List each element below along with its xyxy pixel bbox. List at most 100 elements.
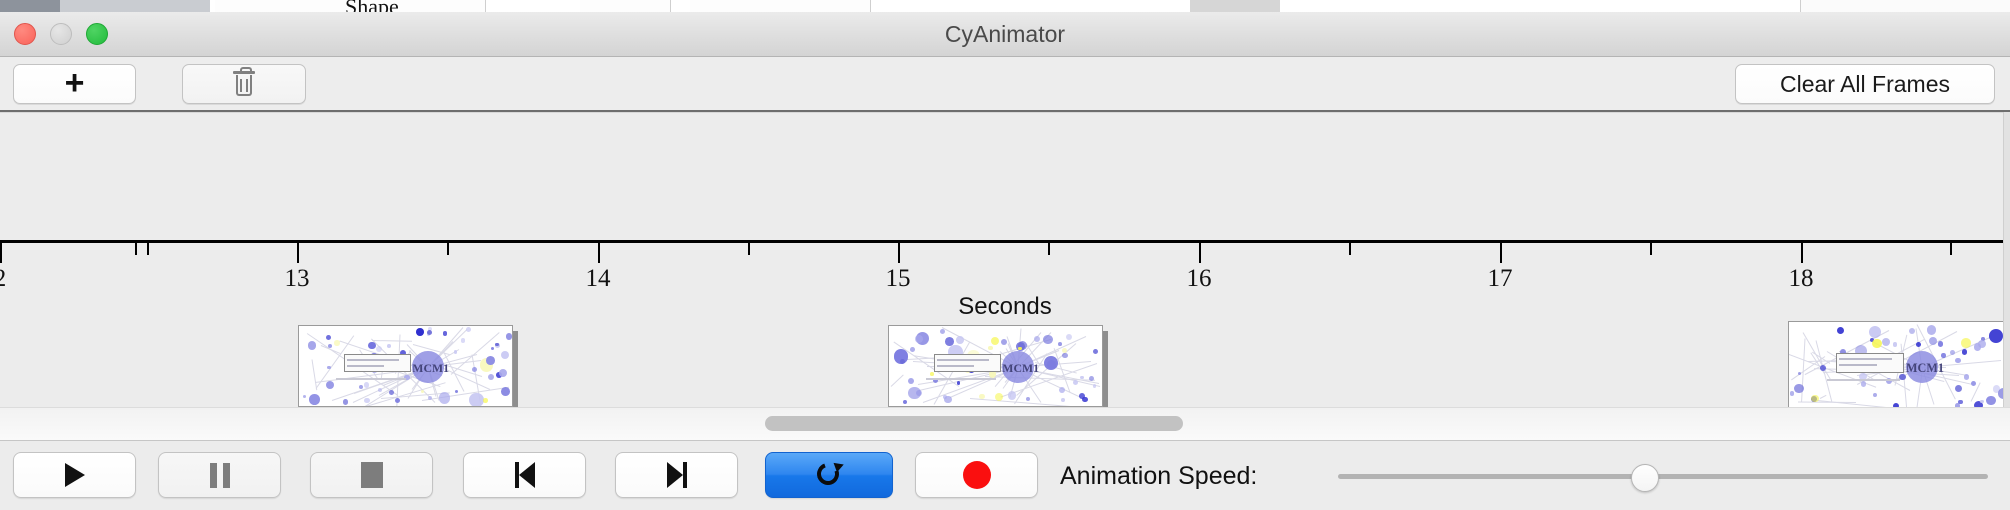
background-glyph-1: [358, 0, 365, 12]
network-edge: [371, 340, 412, 342]
frame-thumbnail[interactable]: MCM1: [888, 325, 1108, 413]
timeline-panel[interactable]: MCM1 MCM1 MCM1 2 13 14 15 16 17 18 Seconds: [0, 112, 2010, 417]
network-tooltip: [934, 353, 1001, 373]
network-node: [1043, 334, 1053, 345]
network-node: [327, 343, 332, 348]
pause-icon: [209, 462, 230, 488]
network-hub-node: [1905, 350, 1939, 384]
network-node: [1836, 326, 1844, 334]
network-node: [1810, 394, 1819, 403]
network-node: [902, 399, 907, 404]
axis-tick-label: 2: [0, 265, 7, 292]
network-node: [377, 388, 382, 393]
network-node: [442, 331, 448, 337]
network-node: [1985, 395, 1996, 406]
network-node: [420, 390, 425, 394]
play-button[interactable]: [13, 452, 136, 498]
pause-button[interactable]: [158, 452, 281, 498]
axis-tick-label: 15: [885, 265, 911, 292]
axis-tick-major: [1801, 243, 1803, 263]
background-right-panel: [1800, 0, 2010, 12]
frame-thumbnail[interactable]: MCM1: [1788, 321, 2010, 417]
network-node: [1018, 346, 1022, 350]
axis-tick-major: [598, 243, 600, 263]
network-node: [1955, 357, 1962, 364]
network-node: [932, 378, 938, 384]
zoom-icon[interactable]: [86, 23, 108, 45]
network-node: [454, 390, 459, 394]
network-node: [1025, 396, 1031, 402]
network-node: [428, 327, 433, 332]
network-node: [930, 372, 934, 376]
timeline-axis: [0, 240, 2010, 243]
axis-tick-minor: [1950, 243, 1952, 255]
timeline-scrollbar[interactable]: [0, 407, 2010, 441]
network-node: [389, 390, 394, 395]
network-node: [1961, 348, 1968, 355]
previous-frame-button[interactable]: [463, 452, 586, 498]
network-node: [1980, 337, 1985, 341]
network-node: [1977, 340, 1986, 349]
close-icon[interactable]: [14, 23, 36, 45]
network-node: [364, 397, 370, 404]
clear-all-frames-button[interactable]: Clear All Frames: [1735, 64, 1995, 104]
play-icon: [64, 463, 85, 487]
network-node: [1066, 334, 1073, 341]
network-node: [394, 397, 401, 403]
trash-icon: [233, 67, 255, 97]
background-app-label: Shape: [345, 0, 399, 12]
title-bar: CyAnimator: [0, 12, 2010, 57]
network-node: [1061, 348, 1067, 354]
axis-tick-minor: [1048, 243, 1050, 255]
axis-tick-major: [1199, 243, 1201, 263]
network-node: [399, 350, 407, 357]
axis-tick-minor: [1349, 243, 1351, 255]
slider-thumb[interactable]: [1630, 464, 1659, 492]
network-node: [387, 343, 391, 348]
network-node: [1082, 396, 1088, 403]
add-frame-button[interactable]: +: [13, 64, 136, 104]
network-node: [1980, 399, 1985, 404]
network-node: [910, 347, 916, 352]
network-node: [943, 395, 948, 400]
network-node: [1016, 341, 1026, 351]
network-node: [988, 370, 997, 378]
loop-button[interactable]: [765, 452, 893, 498]
network-node: [1860, 381, 1867, 387]
record-button[interactable]: [915, 452, 1038, 498]
network-tooltip: [1835, 352, 1905, 373]
network-node: [1840, 348, 1847, 355]
axis-tick-label: 18: [1788, 265, 1814, 292]
network-node: [499, 369, 508, 378]
network-node: [956, 335, 964, 344]
network-node: [334, 340, 340, 346]
next-frame-button[interactable]: [615, 452, 738, 498]
network-node: [1899, 373, 1906, 381]
network-node: [1937, 341, 1943, 347]
frame-thumbnail[interactable]: MCM1: [298, 325, 518, 413]
animation-speed-label: Animation Speed:: [1060, 462, 1258, 490]
network-node: [416, 328, 424, 337]
background-segment: [215, 0, 346, 12]
background-dark-block: [0, 0, 60, 12]
network-node: [944, 336, 954, 346]
axis-tick-label: 16: [1186, 265, 1212, 292]
network-node: [501, 386, 511, 396]
network-hub-label: MCM1: [412, 361, 450, 375]
network-node: [995, 393, 1004, 402]
delete-frame-button[interactable]: [182, 64, 306, 104]
minimize-icon[interactable]: [50, 23, 72, 45]
timeline-scrollbar-thumb[interactable]: [765, 416, 1183, 431]
network-node: [505, 333, 512, 340]
network-node: [1092, 384, 1097, 388]
network-node: [496, 372, 502, 378]
stop-button[interactable]: [310, 452, 433, 498]
network-edge: [1819, 395, 1827, 400]
network-tooltip-text: [347, 364, 384, 367]
network-node: [900, 358, 906, 365]
network-hub-label: MCM1: [1905, 361, 1944, 375]
animation-speed-slider[interactable]: [1338, 441, 1988, 510]
network-node: [1926, 325, 1937, 336]
axis-tick-label: 17: [1487, 265, 1513, 292]
network-node: [1088, 376, 1094, 382]
